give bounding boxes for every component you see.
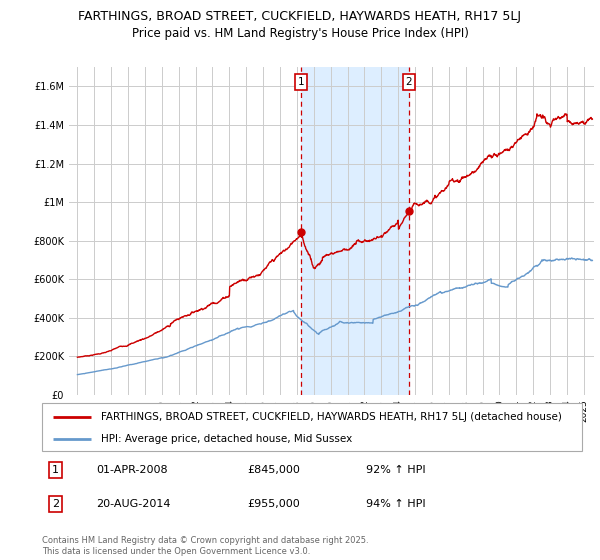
Text: Price paid vs. HM Land Registry's House Price Index (HPI): Price paid vs. HM Land Registry's House … <box>131 27 469 40</box>
Text: 2: 2 <box>406 77 412 87</box>
Text: 92% ↑ HPI: 92% ↑ HPI <box>366 465 425 475</box>
FancyBboxPatch shape <box>42 403 582 451</box>
Text: FARTHINGS, BROAD STREET, CUCKFIELD, HAYWARDS HEATH, RH17 5LJ (detached house): FARTHINGS, BROAD STREET, CUCKFIELD, HAYW… <box>101 413 562 422</box>
Text: £845,000: £845,000 <box>247 465 300 475</box>
Text: 20-AUG-2014: 20-AUG-2014 <box>96 499 170 509</box>
Text: FARTHINGS, BROAD STREET, CUCKFIELD, HAYWARDS HEATH, RH17 5LJ: FARTHINGS, BROAD STREET, CUCKFIELD, HAYW… <box>79 10 521 23</box>
Text: 1: 1 <box>52 465 59 475</box>
Text: £955,000: £955,000 <box>247 499 300 509</box>
Bar <box>301 67 409 395</box>
Text: 94% ↑ HPI: 94% ↑ HPI <box>366 499 425 509</box>
Text: 2: 2 <box>52 499 59 509</box>
Text: 01-APR-2008: 01-APR-2008 <box>96 465 167 475</box>
Text: Contains HM Land Registry data © Crown copyright and database right 2025.
This d: Contains HM Land Registry data © Crown c… <box>42 536 368 556</box>
Text: 1: 1 <box>298 77 304 87</box>
Text: HPI: Average price, detached house, Mid Sussex: HPI: Average price, detached house, Mid … <box>101 434 353 444</box>
